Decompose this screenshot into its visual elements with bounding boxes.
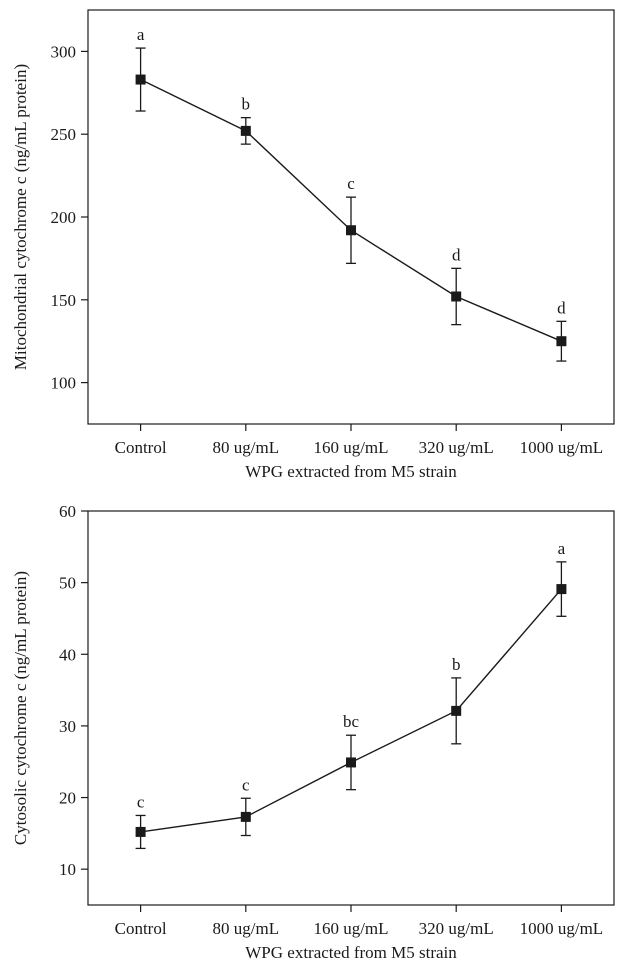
x-tick-label: 80 ug/mL: [213, 438, 280, 457]
significance-label: bc: [343, 712, 360, 731]
significance-label: c: [137, 792, 145, 811]
significance-label: b: [242, 95, 251, 114]
significance-label: c: [347, 174, 355, 193]
data-point-marker: [346, 225, 356, 236]
x-tick-label: Control: [115, 438, 167, 457]
y-tick-label: 200: [51, 208, 77, 227]
data-point-marker: [556, 336, 567, 347]
y-axis-title: Cytosolic cytochrome c (ng/mL protein): [11, 571, 30, 845]
significance-label: a: [137, 25, 145, 44]
y-tick-label: 300: [51, 42, 77, 61]
y-tick-label: 40: [59, 645, 76, 664]
x-tick-label: 160 ug/mL: [313, 919, 388, 938]
y-tick-label: 250: [51, 125, 77, 144]
x-tick-label: 1000 ug/mL: [520, 438, 604, 457]
y-tick-label: 50: [59, 574, 76, 593]
data-point-marker: [135, 74, 146, 85]
data-point-marker: [240, 125, 251, 136]
y-axis-title: Mitochondrial cytochrome c (ng/mL protei…: [11, 64, 30, 370]
x-tick-label: 80 ug/mL: [213, 919, 280, 938]
x-tick-label: 1000 ug/mL: [520, 919, 604, 938]
data-point-marker: [240, 811, 251, 822]
x-tick-label: 320 ug/mL: [419, 438, 494, 457]
series-line: [140, 588, 562, 833]
significance-label: d: [452, 245, 461, 264]
x-tick-label: 160 ug/mL: [313, 438, 388, 457]
y-tick-label: 20: [59, 789, 76, 808]
data-point-marker: [451, 291, 462, 302]
chart-panel-1: 100 150 200 250 300 Control 80 ug/mL 160 ug/mL 3…: [11, 9, 615, 481]
data-point-marker: [451, 705, 462, 716]
significance-label: d: [557, 298, 566, 317]
x-axis-title: WPG extracted from M5 strain: [245, 943, 457, 962]
y-tick-label: 100: [51, 374, 77, 393]
significance-label: b: [452, 655, 461, 674]
y-tick-label: 60: [59, 502, 76, 521]
data-point-marker: [346, 757, 356, 768]
data-point-marker: [556, 584, 567, 595]
y-tick-label: 30: [59, 717, 76, 736]
significance-label: a: [558, 539, 566, 558]
chart-panel-2: 10 20 30 40 50 60 Control 80 ug/mL 160 ug/mL 320 …: [11, 502, 615, 962]
significance-label: c: [242, 775, 250, 794]
x-axis-title: WPG extracted from M5 strain: [245, 462, 457, 481]
y-tick-label: 10: [59, 860, 76, 879]
y-tick-label: 150: [51, 291, 77, 310]
x-tick-label: Control: [115, 919, 167, 938]
data-point-marker: [135, 826, 146, 837]
x-tick-label: 320 ug/mL: [419, 919, 494, 938]
plot-frame: [87, 510, 615, 906]
